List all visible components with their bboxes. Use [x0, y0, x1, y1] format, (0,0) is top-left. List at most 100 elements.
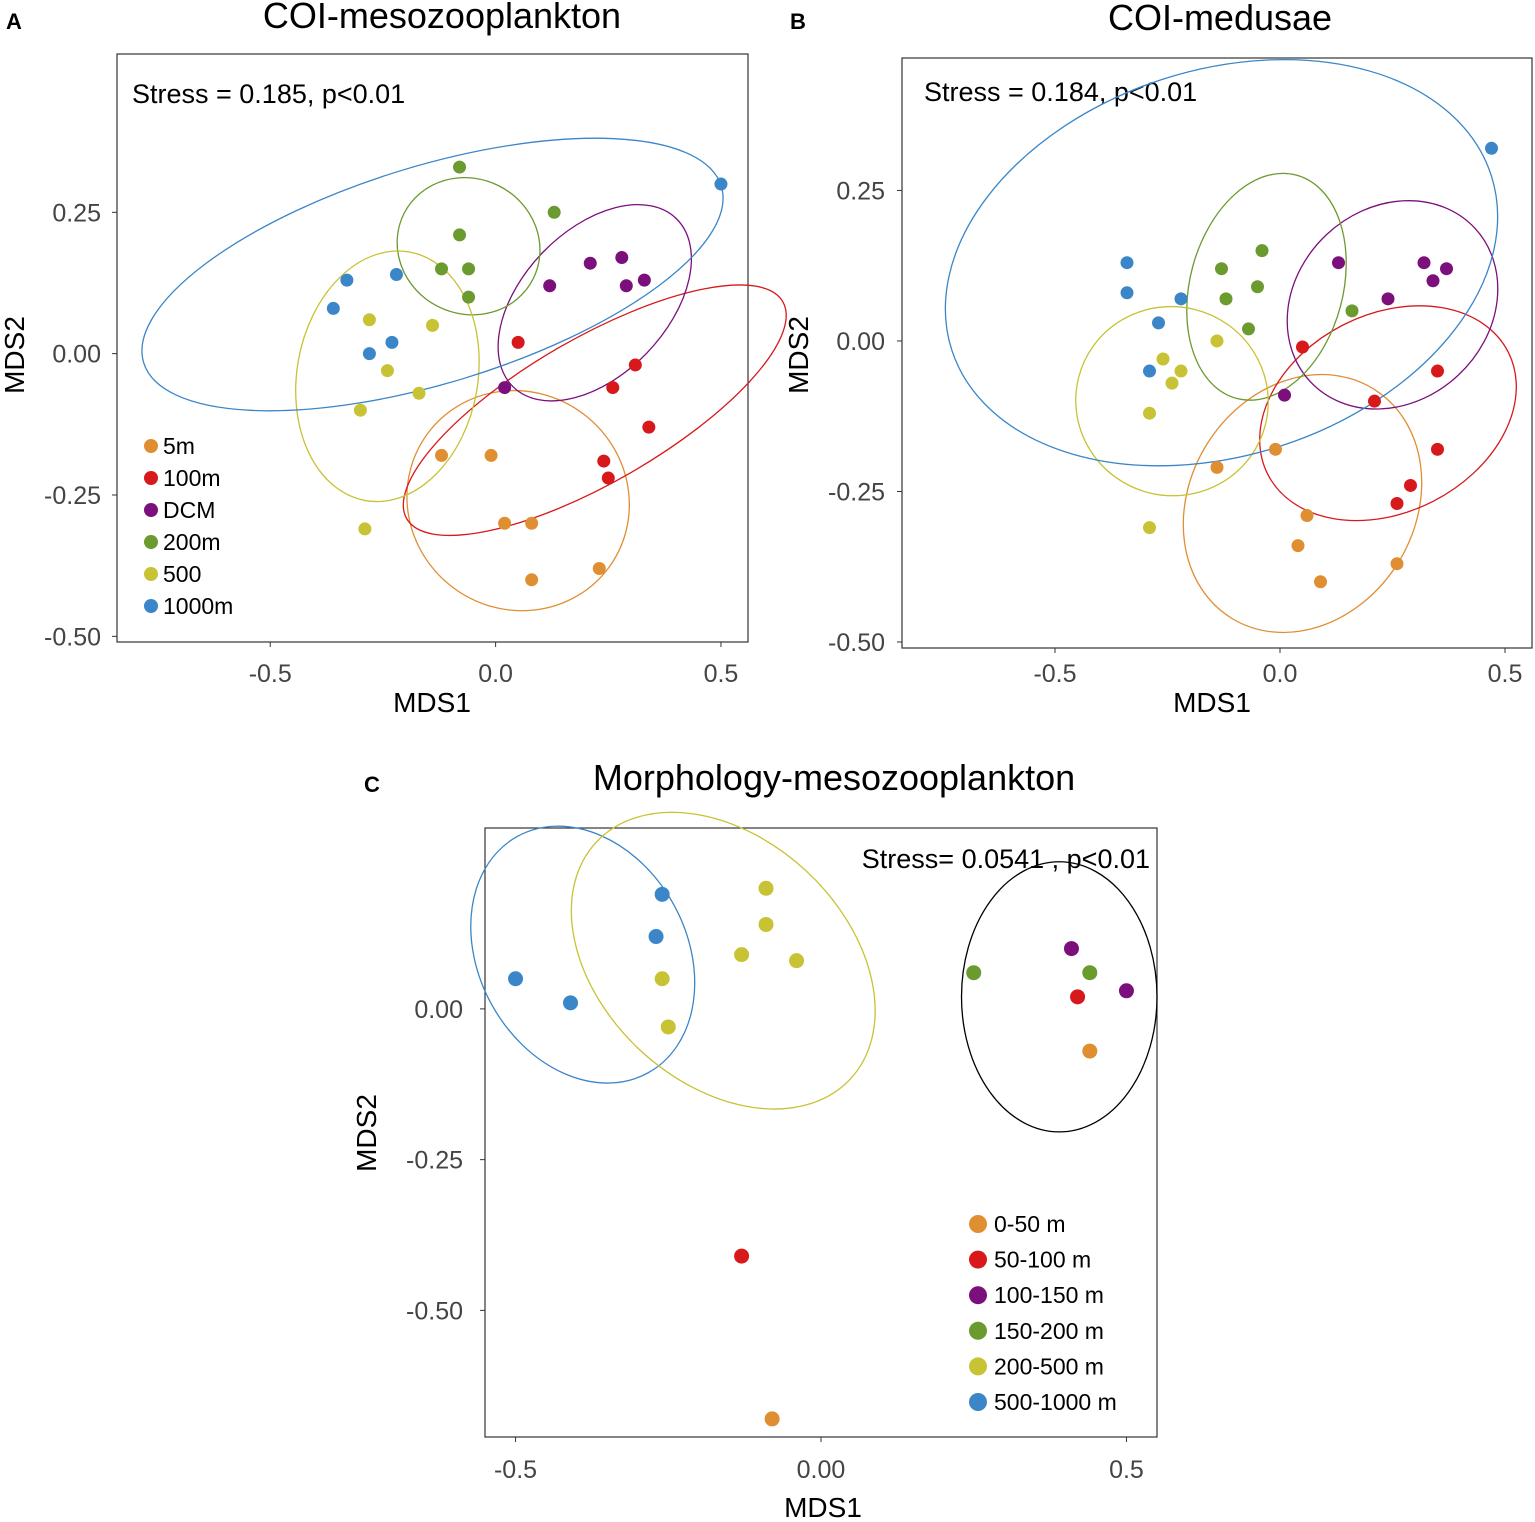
y-tick-label: 0.00 — [52, 341, 101, 369]
legend-swatch — [969, 1393, 987, 1411]
ellipse-DCM — [1286, 200, 1499, 410]
panel-letter-a: A — [6, 9, 22, 34]
data-point-DCM — [615, 251, 629, 265]
legend-swatch — [969, 1357, 987, 1376]
ellipse-200m — [1186, 172, 1347, 401]
data-point-500 — [1143, 406, 1156, 420]
panel-a-legend: 5m 100m DCM 200m 500 1000m — [144, 433, 233, 619]
y-tick-label: 0.00 — [836, 328, 885, 356]
legend-label: 200m — [163, 529, 221, 555]
panel-b-title: COI-medusae — [1108, 0, 1332, 38]
data-point-1000m — [1143, 364, 1156, 378]
data-point-100m — [1368, 394, 1381, 408]
x-tick-label: 0.5 — [1488, 660, 1523, 688]
legend-swatch — [969, 1286, 987, 1305]
data-point-150-200-m — [966, 965, 982, 981]
y-tick-label: -0.25 — [406, 1147, 463, 1175]
data-point-5m — [1269, 442, 1282, 456]
data-point-5m — [484, 448, 498, 462]
legend-swatch — [969, 1250, 987, 1269]
legend-label: 100-150 m — [994, 1282, 1104, 1308]
legend-label: 50-100 m — [994, 1247, 1091, 1273]
panel-letter-c: C — [364, 772, 380, 797]
panel-b: B COI-medusae Stress = 0.184, p<0.01 -0.… — [783, 0, 1533, 718]
ellipse-200m — [396, 176, 541, 316]
data-point-500 — [353, 403, 367, 417]
legend-swatch — [144, 599, 158, 613]
data-point-1000m — [389, 268, 403, 281]
panel-letter-b: B — [790, 9, 806, 34]
y-tick-label: -0.50 — [406, 1297, 463, 1325]
x-tick-label: 0.0 — [478, 660, 513, 688]
data-point-500-1000-m — [563, 995, 579, 1011]
data-point-200m — [1251, 280, 1264, 294]
ellipse-1000m — [141, 137, 724, 412]
ellipse-5m — [1182, 373, 1423, 634]
data-point-500-1000-m — [508, 971, 524, 987]
x-tick-label: -0.5 — [1033, 660, 1076, 688]
data-point-1000m — [1174, 292, 1188, 306]
data-point-100m — [628, 358, 642, 372]
data-point-100-150-m — [1063, 941, 1079, 957]
data-point-DCM — [498, 381, 512, 395]
data-point-200m — [1255, 244, 1269, 258]
data-point-150-200-m — [1082, 965, 1098, 981]
legend-swatch — [969, 1215, 987, 1233]
legend-swatch — [144, 567, 158, 581]
data-point-500 — [380, 364, 394, 378]
panel-c: C Morphology-mesozooplankton Stress= 0.0… — [351, 757, 1158, 1522]
ellipse-500 — [295, 250, 480, 503]
data-point-1000m — [1152, 316, 1165, 330]
ellipse-5m — [406, 389, 630, 612]
data-point-0-50-m — [764, 1411, 780, 1427]
data-point-100-150-m — [1118, 983, 1134, 999]
ellipse-DCM — [497, 203, 693, 402]
data-point-200m — [1345, 304, 1359, 318]
data-point-200m — [1219, 292, 1233, 306]
data-point-1000m — [1120, 256, 1134, 270]
y-tick-label: -0.25 — [44, 482, 101, 510]
panel-c-plot-frame — [484, 827, 1158, 1438]
data-point-5m — [1291, 539, 1305, 553]
data-point-100m — [1296, 340, 1309, 354]
data-point-DCM — [1426, 274, 1440, 288]
y-tick-label: 0.25 — [52, 199, 101, 227]
ellipse-500 — [1075, 305, 1269, 497]
data-point-DCM — [637, 273, 651, 287]
x-tick-label: -0.5 — [494, 1456, 537, 1484]
legend-swatch — [144, 535, 158, 549]
data-point-5m — [1390, 557, 1404, 571]
data-point-DCM — [1278, 388, 1291, 402]
legend-label: 100m — [163, 465, 221, 491]
data-point-100m — [601, 471, 615, 485]
data-point-200-500-m — [789, 953, 805, 969]
data-point-200m — [462, 290, 476, 304]
panel-a: A COI-mesozooplankton Stress = 0.185, p<… — [0, 0, 787, 718]
data-point-200-500-m — [654, 971, 670, 987]
panel-b-x-axis-label: MDS1 — [1173, 687, 1251, 718]
data-point-100m — [642, 420, 656, 434]
x-tick-label: 0.00 — [797, 1456, 846, 1484]
data-point-200-500-m — [758, 880, 774, 896]
legend-label: 500 — [163, 561, 201, 587]
ellipse-group-3 — [960, 861, 1158, 1133]
data-point-5m — [1210, 460, 1224, 474]
data-point-1000m — [385, 335, 399, 349]
x-tick-label: 0.5 — [1109, 1456, 1144, 1484]
data-point-5m — [592, 562, 606, 575]
panel-a-title: COI-mesozooplankton — [263, 0, 621, 36]
data-point-500 — [412, 386, 426, 400]
y-tick-label: 0.00 — [414, 996, 463, 1024]
data-point-5m — [525, 516, 539, 530]
data-point-200m — [547, 205, 561, 219]
panel-c-y-axis-label: MDS2 — [351, 1094, 382, 1172]
data-point-100m — [1431, 442, 1444, 456]
data-point-500 — [1165, 376, 1179, 390]
y-tick-label: 0.25 — [836, 177, 885, 205]
legend-label: 1000m — [163, 593, 233, 619]
panel-b-stress-annotation: Stress = 0.184, p<0.01 — [924, 77, 1197, 107]
data-point-200m — [435, 262, 449, 276]
data-point-DCM — [543, 279, 557, 293]
data-point-0-50-m — [1082, 1043, 1098, 1059]
